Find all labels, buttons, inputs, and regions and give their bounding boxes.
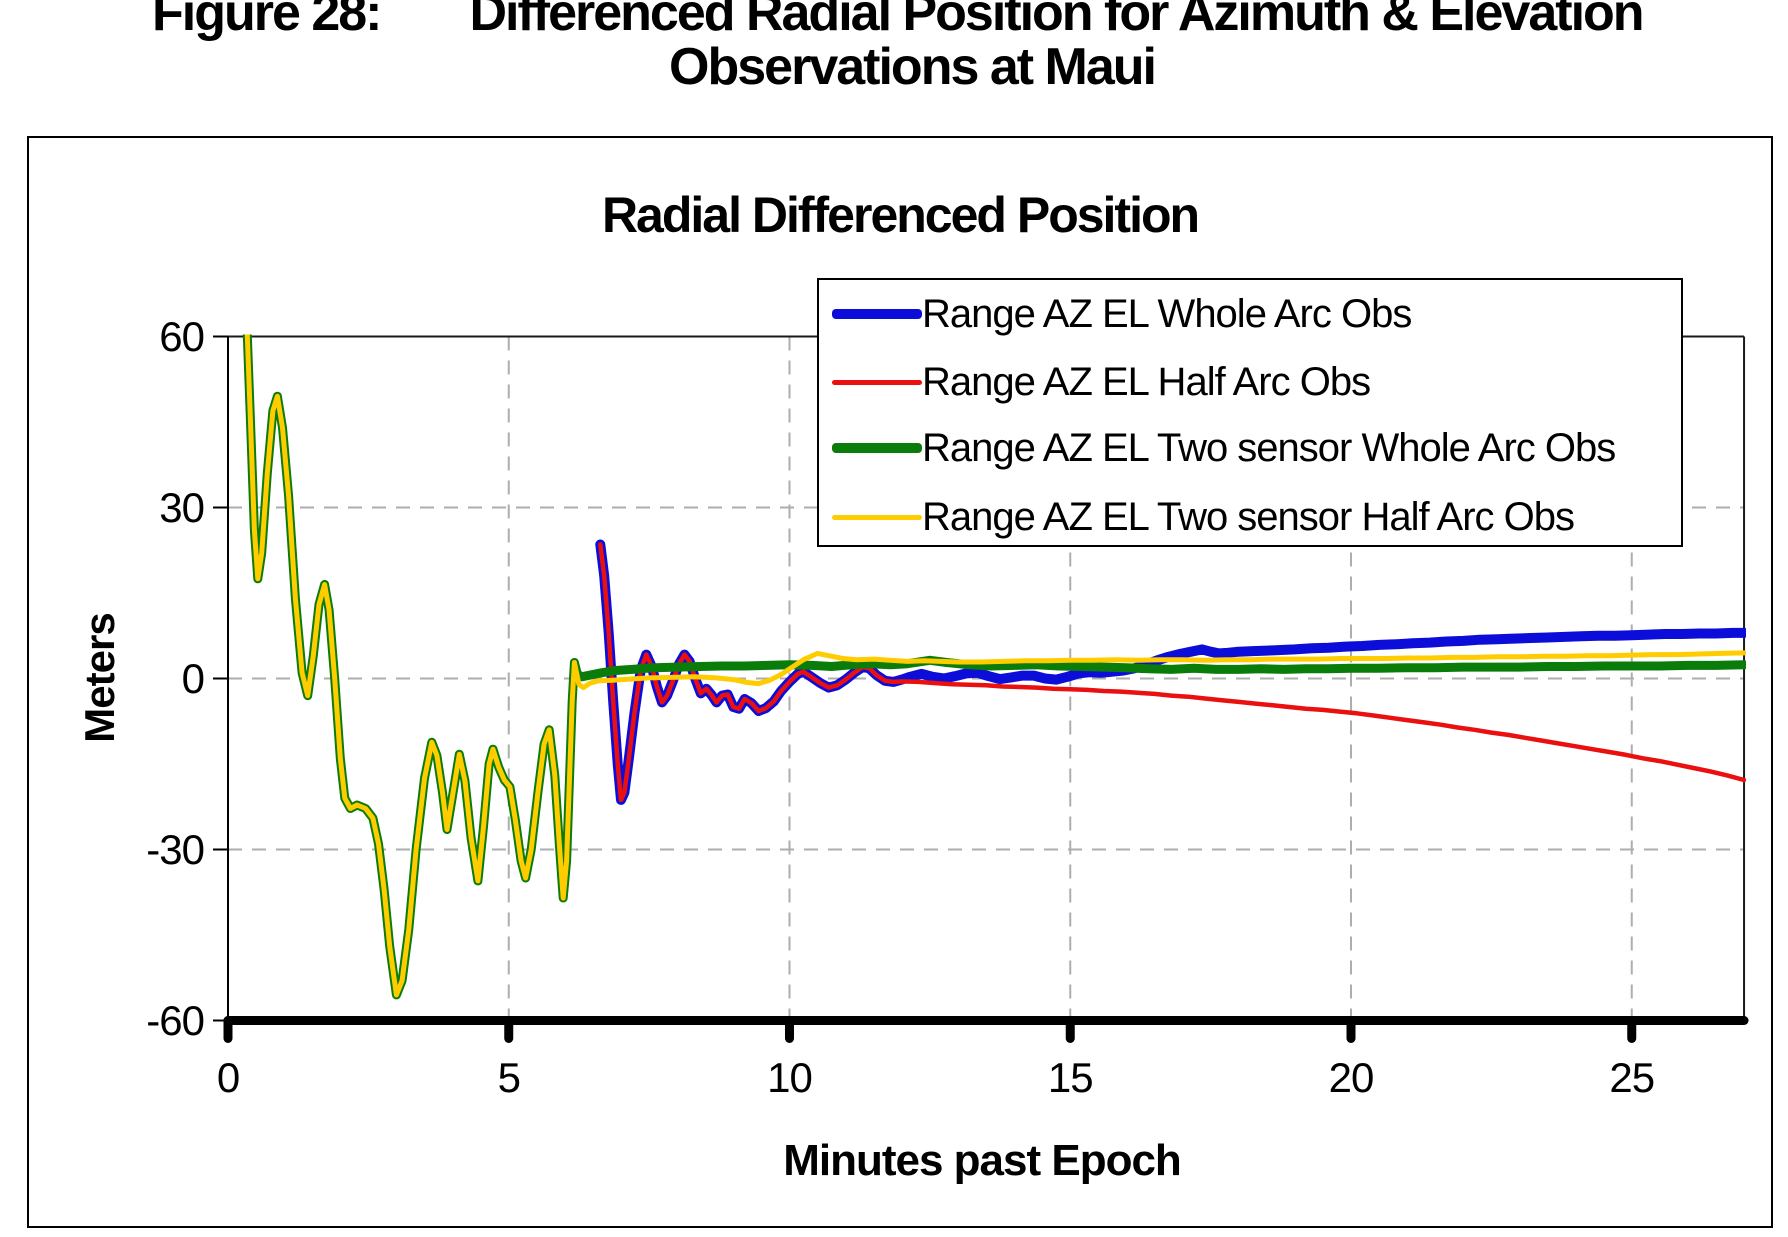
legend-label: Range AZ EL Whole Arc Obs [922, 291, 1412, 336]
legend-swatch-blue [832, 309, 922, 319]
figure-caption-label: Figure 28: [152, 0, 382, 42]
figure-caption-line2: Observations at Maui [669, 38, 1157, 96]
x-tick-label: 10 [767, 1054, 813, 1101]
x-axis-title: Minutes past Epoch [783, 1136, 1182, 1185]
legend-swatch-red [832, 379, 922, 385]
y-tick-label: -30 [146, 825, 205, 873]
y-tick-label: -60 [146, 996, 205, 1044]
legend-swatch-green [832, 443, 922, 453]
figure-caption-line1: Differenced Radial Position for Azimuth … [469, 0, 1644, 42]
legend: Range AZ EL Whole Arc Obs Range AZ EL Ha… [817, 278, 1683, 547]
y-tick-label: 0 [181, 654, 205, 702]
x-tick-label: 20 [1328, 1054, 1375, 1101]
x-tick-label: 15 [1047, 1054, 1094, 1101]
legend-item: Range AZ EL Whole Arc Obs [819, 292, 1681, 336]
legend-item: Range AZ EL Half Arc Obs [819, 360, 1681, 404]
legend-label: Range AZ EL Two sensor Whole Arc Obs [922, 425, 1616, 470]
legend-item: Range AZ EL Two sensor Whole Arc Obs [819, 426, 1681, 470]
chart-title: Radial Differenced Position [601, 187, 1200, 243]
y-tick-label: 30 [159, 483, 205, 531]
legend-label: Range AZ EL Half Arc Obs [922, 359, 1371, 404]
x-tick-label: 25 [1609, 1054, 1655, 1101]
y-tick-label: 60 [159, 312, 205, 360]
legend-label: Range AZ EL Two sensor Half Arc Obs [922, 494, 1575, 539]
legend-swatch-yellow [832, 514, 922, 520]
legend-item: Range AZ EL Two sensor Half Arc Obs [819, 495, 1681, 539]
x-tick-label: 0 [216, 1054, 240, 1101]
x-tick-label: 5 [497, 1054, 521, 1101]
